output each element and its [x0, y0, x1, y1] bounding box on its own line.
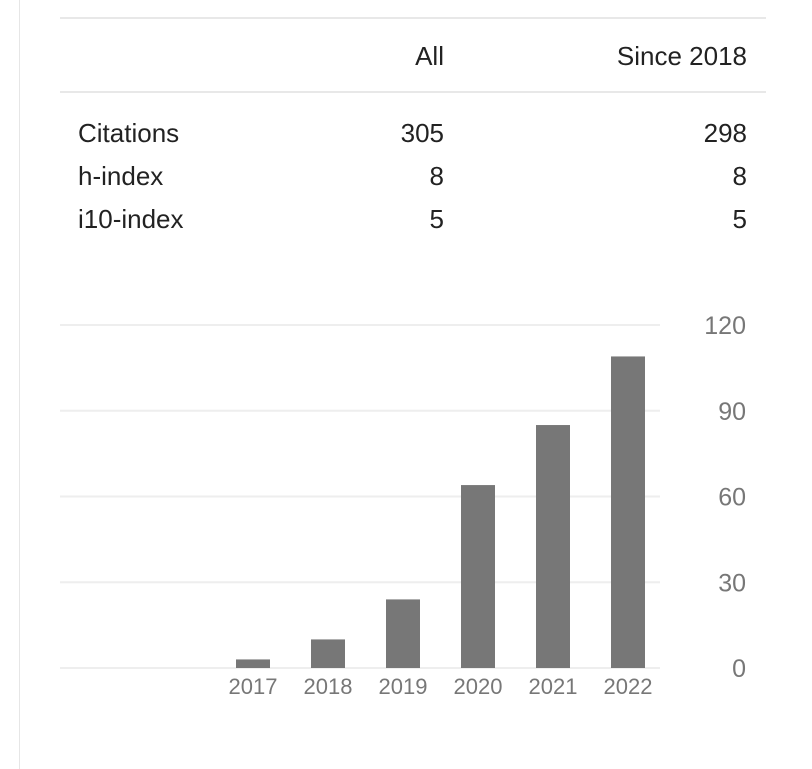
- row-value-since: 5: [732, 204, 747, 234]
- table-row-citations: Citations 305 298: [60, 118, 766, 161]
- bar-2022[interactable]: [611, 356, 645, 668]
- row-value-since: 8: [732, 161, 747, 191]
- y-tick-label: 30: [718, 569, 746, 597]
- column-header-since: Since 2018: [616, 41, 747, 71]
- y-tick-label: 60: [718, 484, 746, 512]
- chart-x-labels: 2017 2018 2019 2020 2021 2022: [229, 674, 653, 699]
- x-tick-label: 2017: [229, 674, 278, 699]
- chart-bars: [236, 356, 645, 668]
- row-value-since: 298: [703, 118, 747, 148]
- citations-bar-chart: 2017 2018 2019 2020 2021 2022 0 30 60 90 120: [60, 312, 746, 699]
- x-tick-label: 2018: [304, 674, 353, 699]
- row-value-all: 305: [400, 118, 444, 148]
- bar-2021[interactable]: [536, 425, 570, 668]
- bar-2020[interactable]: [461, 485, 495, 668]
- row-value-all: 5: [429, 204, 444, 234]
- column-header-all: All: [415, 41, 444, 71]
- row-label[interactable]: Citations: [78, 118, 180, 148]
- row-value-all: 8: [429, 161, 444, 191]
- chart-y-labels: 0 30 60 90 120: [704, 312, 746, 683]
- row-label[interactable]: i10-index: [78, 204, 184, 234]
- bar-2018[interactable]: [311, 639, 345, 668]
- row-label[interactable]: h-index: [78, 161, 164, 191]
- x-tick-label: 2021: [529, 674, 578, 699]
- table-row-i10-index: i10-index 5 5: [60, 204, 766, 247]
- table-top-rule: [60, 17, 766, 19]
- table-header-rule: [60, 91, 766, 93]
- x-tick-label: 2019: [379, 674, 428, 699]
- y-tick-label: 120: [704, 312, 746, 340]
- table-row-h-index: h-index 8 8: [60, 161, 766, 204]
- y-tick-label: 0: [732, 655, 746, 683]
- bar-2017[interactable]: [236, 659, 270, 668]
- table-header-row: All Since 2018: [60, 19, 766, 91]
- x-tick-label: 2022: [604, 674, 653, 699]
- citation-stats-table: All Since 2018 Citations 305 298 h-index…: [60, 17, 766, 247]
- bar-2019[interactable]: [386, 599, 420, 668]
- x-tick-label: 2020: [454, 674, 503, 699]
- y-tick-label: 90: [718, 398, 746, 426]
- left-divider: [19, 0, 20, 769]
